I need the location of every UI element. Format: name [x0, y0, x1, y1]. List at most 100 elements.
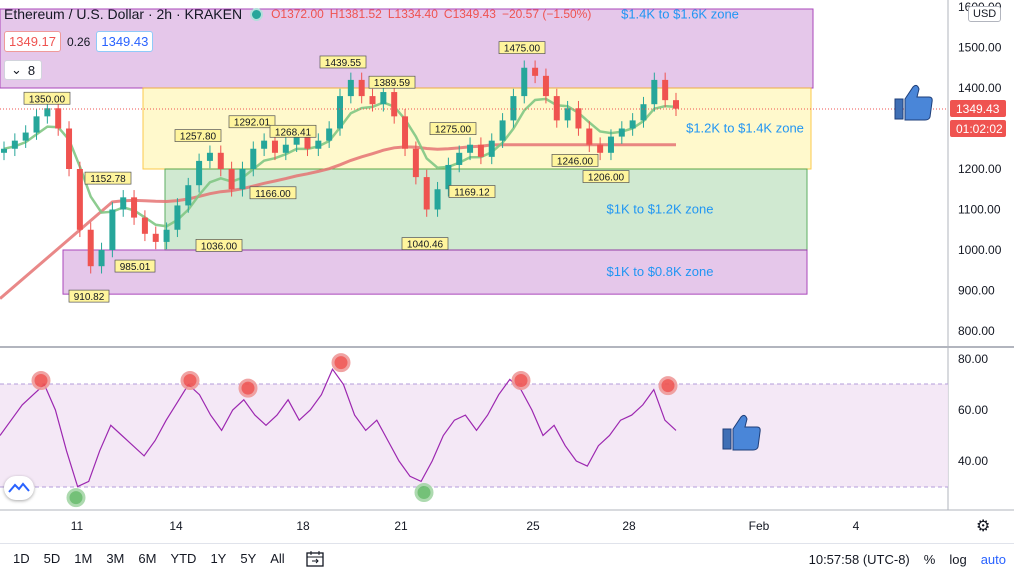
overbought-marker [238, 378, 258, 398]
candle-body [11, 140, 18, 149]
price-axis[interactable]: 800.00900.001000.001100.001200.001300.00… [958, 0, 1002, 338]
timeframe-button-3m[interactable]: 3M [106, 551, 125, 566]
tradingview-logo-icon[interactable] [4, 476, 34, 500]
price-label: 1475.00 [504, 44, 541, 55]
candle-body [542, 75, 549, 97]
indicator-count: 8 [27, 62, 36, 78]
countdown-tag [950, 120, 1006, 137]
timeframe-button-1m[interactable]: 1M [74, 551, 93, 566]
candle-body [597, 144, 604, 153]
candle-body [553, 96, 560, 121]
price-label-box [498, 41, 546, 54]
timeframe-button-ytd[interactable]: YTD [170, 551, 197, 566]
oversold-marker [414, 483, 434, 502]
symbol-title[interactable]: Ethereum / U.S. Dollar · 2h · KRAKEN [4, 6, 243, 22]
candle-body [131, 197, 138, 218]
overbought-marker [180, 371, 200, 390]
candle-body [575, 108, 582, 129]
gear-icon[interactable]: ⚙ [976, 518, 991, 535]
candle-body [586, 128, 593, 145]
rsi-tick-label: 60.00 [958, 403, 988, 417]
clock-readout[interactable]: 10:57:58 (UTC-8) [808, 551, 910, 567]
time-axis[interactable]: 11 14 18 21 25 28 Feb 4 [71, 519, 860, 533]
chart-legend[interactable]: Ethereum / U.S. Dollar · 2h · KRAKEN O13… [4, 6, 591, 22]
price-label-box [228, 115, 276, 129]
price-label-box [195, 239, 243, 252]
zone-label: $1.2K to $1.4K zone [686, 121, 804, 136]
buy-price-button[interactable]: 1349.43 [96, 31, 154, 52]
price-label-box [23, 91, 71, 105]
calendar-range-icon[interactable] [306, 550, 324, 567]
percent-toggle[interactable]: % [923, 551, 936, 567]
candle-body [271, 140, 278, 153]
candle-body [261, 140, 268, 149]
timeframe-button-1y[interactable]: 1Y [210, 551, 227, 566]
time-tick-label: 28 [622, 519, 636, 533]
market-open-icon [250, 7, 264, 21]
price-label-box [84, 171, 132, 185]
time-tick-label: 4 [853, 519, 860, 533]
candle-body [499, 120, 506, 141]
price-label-box [114, 259, 156, 273]
low-value: L1334.40 [387, 7, 438, 21]
candle-body [477, 144, 484, 157]
countdown-tag-text: 01:02:02 [956, 122, 1003, 136]
candle-body [217, 152, 224, 169]
time-tick-label: 18 [296, 519, 310, 533]
time-tick-label: 11 [71, 519, 84, 533]
candle-body [141, 217, 148, 234]
zone-label: $1K to $0.8K zone [607, 264, 714, 279]
price-label-box [319, 55, 367, 69]
time-tick-label: Feb [749, 519, 770, 533]
high-value: H1381.52 [329, 7, 382, 21]
timeframe-button-5d[interactable]: 5D [43, 551, 61, 566]
candle-body [239, 169, 246, 190]
price-tick-label: 900.00 [958, 284, 995, 298]
candle-body [87, 229, 94, 267]
last-price-tag-text: 1349.43 [956, 102, 1000, 116]
ohlc-values: O1372.00 H1381.52 L1334.40 C1349.43 −20.… [271, 7, 591, 21]
timeframe-button-5y[interactable]: 5Y [240, 551, 257, 566]
log-toggle[interactable]: log [949, 551, 967, 567]
candle-body [456, 152, 463, 165]
overbought-marker [31, 371, 51, 390]
indicators-toggle[interactable]: ⌄ 8 [4, 60, 43, 80]
candle-body [326, 128, 333, 141]
candle-body [22, 132, 29, 141]
thumbs-up-icon [722, 414, 761, 451]
currency-selector[interactable]: USD [968, 6, 1002, 22]
candle-body [206, 152, 213, 161]
price-label: 1246.00 [557, 156, 594, 167]
candle-body [564, 108, 571, 121]
timeframe-button-all[interactable]: All [270, 551, 285, 566]
thumbs-up-icon [894, 84, 933, 121]
candle-body [228, 169, 235, 190]
candle-body [402, 116, 409, 149]
candle-body [196, 160, 203, 186]
rsi-axis[interactable]: 40.00 60.00 80.00 [958, 352, 988, 468]
candle-body [467, 144, 474, 153]
price-label-box [68, 289, 110, 303]
last-price-tag [950, 100, 1006, 117]
candle-body [532, 67, 539, 76]
candle-body [76, 169, 83, 230]
candle-body [185, 185, 192, 206]
candle-body [640, 104, 647, 121]
candle-body [673, 100, 679, 109]
price-label: 1292.01 [234, 118, 271, 129]
price-tick-label: 1200.00 [958, 162, 1002, 176]
auto-toggle[interactable]: auto [980, 551, 1006, 567]
timeframe-button-6m[interactable]: 6M [138, 551, 157, 566]
price-label: 1036.00 [201, 241, 238, 252]
sell-price-button[interactable]: 1349.17 [4, 31, 61, 52]
candle-body [337, 96, 343, 129]
candle-body [445, 164, 452, 190]
candle-body [651, 79, 658, 105]
timeframe-button-1d[interactable]: 1D [13, 551, 30, 566]
candle-body [44, 108, 51, 117]
candle-body [66, 128, 73, 169]
price-label-box [582, 170, 630, 183]
price-zone[interactable] [62, 249, 808, 295]
price-tick-label: 1500.00 [958, 41, 1002, 55]
